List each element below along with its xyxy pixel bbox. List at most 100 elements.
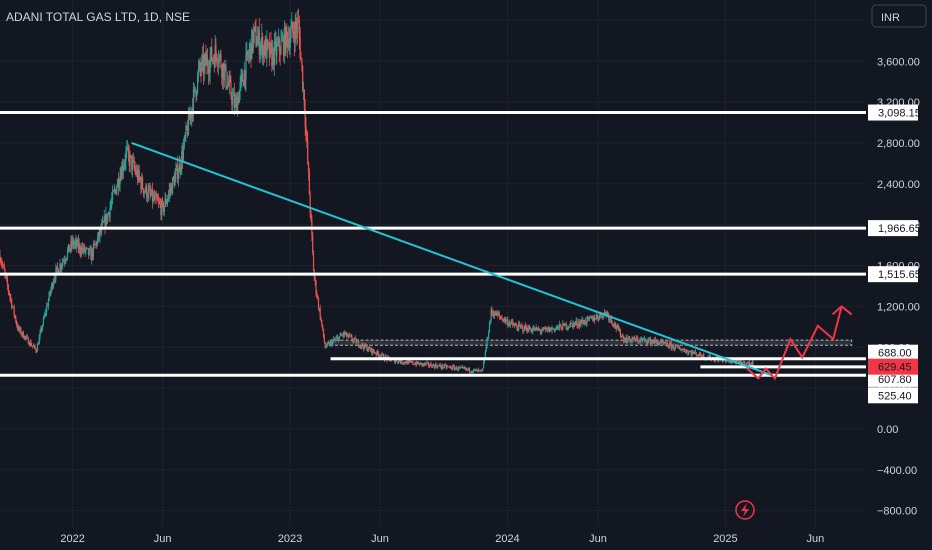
candle-body xyxy=(603,311,606,314)
level-labels: 3,098.15 1,966.65 1,515.65 688.00 607.80 525.… xyxy=(868,104,921,404)
candle-body xyxy=(96,242,98,245)
candle-body xyxy=(21,331,24,335)
candle-body xyxy=(159,202,161,205)
candle-body xyxy=(247,51,249,57)
candle-body xyxy=(340,334,342,336)
candle-body xyxy=(578,322,581,326)
candle-body xyxy=(518,323,521,326)
candle-body xyxy=(663,342,666,344)
candle-body xyxy=(411,361,413,363)
candle-body xyxy=(172,177,174,194)
candle-body xyxy=(154,196,156,200)
candle-body xyxy=(623,339,626,342)
candle-body xyxy=(464,367,466,369)
candle-body xyxy=(175,169,177,176)
candle-body xyxy=(397,361,399,363)
candle-body xyxy=(368,346,370,349)
candle-body xyxy=(512,321,514,325)
candle-body xyxy=(413,364,416,365)
candle-body xyxy=(624,339,626,343)
candle-body xyxy=(689,351,692,353)
candle-body xyxy=(136,170,139,181)
candle-body xyxy=(529,329,531,330)
candle-body xyxy=(208,72,210,74)
candle-body xyxy=(168,190,170,195)
candle-body xyxy=(607,312,609,315)
candle-body xyxy=(125,150,127,162)
candle-body xyxy=(258,30,260,55)
candle-body xyxy=(166,201,168,204)
candle-body xyxy=(694,351,697,353)
candle-body xyxy=(164,198,166,207)
candle-body xyxy=(137,169,140,181)
lightning-icon[interactable] xyxy=(735,500,755,520)
candle-body xyxy=(406,360,408,364)
candle-body xyxy=(13,306,15,315)
candle-body xyxy=(228,78,230,86)
candle-body xyxy=(132,160,135,161)
currency-button[interactable]: INR xyxy=(871,4,927,28)
candle-body xyxy=(278,38,280,51)
candle-body xyxy=(193,86,195,90)
candle-body xyxy=(223,68,225,81)
candle-body xyxy=(502,318,504,322)
candle-body xyxy=(408,360,411,362)
candle-body xyxy=(749,362,751,366)
candle-body xyxy=(591,316,593,319)
candle-body xyxy=(492,312,494,314)
candle-body xyxy=(35,348,37,352)
candle-body xyxy=(72,239,74,246)
candle-body xyxy=(586,317,588,324)
trendline xyxy=(131,142,773,377)
time-axis[interactable]: 2022 Jun 2023 Jun 2024 Jun 2025 Jun xyxy=(60,533,824,545)
candle-body xyxy=(176,164,178,170)
candle-body xyxy=(628,336,631,340)
time-tick-label: 2024 xyxy=(495,533,519,545)
candle-body xyxy=(104,216,106,228)
candle-body xyxy=(151,189,154,202)
candle-body xyxy=(538,328,540,330)
candle-body xyxy=(541,330,543,332)
candle-body xyxy=(394,361,396,363)
candle-body xyxy=(261,36,263,44)
candle-body xyxy=(0,255,1,262)
level-label-box xyxy=(868,220,918,237)
candle-body xyxy=(265,39,267,59)
candle-body xyxy=(380,356,382,358)
candle-body xyxy=(146,185,148,199)
candle-body xyxy=(515,324,517,327)
candle-body xyxy=(302,65,304,91)
candle-body xyxy=(274,41,276,43)
candle-body xyxy=(685,350,687,353)
candle-body xyxy=(110,204,112,208)
candle-body xyxy=(558,323,561,328)
candle-body xyxy=(214,45,216,68)
candle-body xyxy=(23,338,25,339)
candle-body xyxy=(253,26,255,32)
candle-body xyxy=(70,240,72,249)
level-label: 607.80 xyxy=(878,374,912,386)
candle-body xyxy=(453,366,456,370)
candle-body xyxy=(331,341,333,346)
candle-body xyxy=(307,162,310,172)
candle-body xyxy=(120,175,122,180)
candle-body xyxy=(673,348,676,350)
candle-body xyxy=(668,346,670,348)
candle-body xyxy=(493,313,495,317)
candle-body xyxy=(30,341,32,346)
candle-body xyxy=(248,50,250,57)
candle-body xyxy=(309,194,311,213)
candle-body xyxy=(106,213,108,222)
candle-body xyxy=(496,312,498,316)
candle-body xyxy=(397,360,400,363)
candle-body xyxy=(571,322,573,324)
candle-body xyxy=(90,249,92,260)
candle-body xyxy=(211,47,213,61)
candle-body xyxy=(477,369,479,372)
candle-body xyxy=(681,349,683,351)
candle-body xyxy=(639,339,641,343)
candle-body xyxy=(641,339,643,341)
candle-body xyxy=(150,193,152,196)
candle-body xyxy=(667,345,669,347)
